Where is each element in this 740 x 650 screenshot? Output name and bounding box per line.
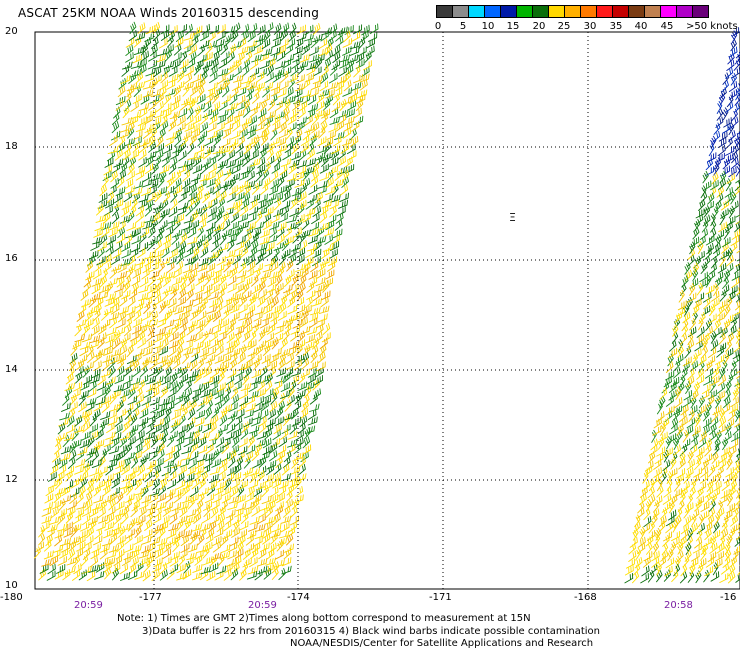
lat-label-16: 16 [5, 253, 18, 264]
colorbar-tick-label: 5 [459, 21, 467, 32]
colorbar-tick-label: 20 [532, 21, 546, 32]
colorbar-swatch [548, 5, 565, 18]
wind-barbs-east [705, 46, 740, 177]
note-line-2: 3)Data buffer is 22 hrs from 20160315 4)… [142, 626, 600, 637]
colorbar-swatch [452, 5, 469, 18]
wind-barbs-east [707, 30, 740, 178]
colorbar-swatch [484, 5, 501, 18]
lat-label-14: 14 [5, 364, 18, 375]
lon-label-171: -171 [429, 592, 452, 603]
wind-barbs-east [624, 282, 740, 584]
colorbar-swatch [580, 5, 597, 18]
lon-label-16: -16 [720, 592, 737, 603]
lon-label-180: -180 [0, 592, 23, 603]
colorbar-swatch [692, 5, 709, 18]
colorbar-swatch [596, 5, 613, 18]
wind-barbs-west [47, 22, 375, 498]
wind-barbs-west [33, 21, 372, 582]
lon-label-168: -168 [574, 592, 597, 603]
colorbar-swatch [676, 5, 693, 18]
wind-map-canvas [33, 21, 740, 590]
colorbar-swatch [628, 5, 645, 18]
colorbar-swatch [436, 5, 453, 18]
note-line-3: NOAA/NESDIS/Center for Satellite Applica… [290, 638, 594, 649]
island-marker: Ξ [509, 211, 516, 224]
wind-barbs-west [59, 21, 379, 470]
colorbar-tick-label: 15 [506, 21, 520, 32]
colorbar-swatch [644, 5, 661, 18]
pass-time-1: 20:59 [74, 600, 103, 611]
colorbar-swatch [516, 5, 533, 18]
colorbar-tick-label: 40 [634, 21, 648, 32]
pass-time-3: 20:58 [664, 600, 693, 611]
wind-barbs-west [43, 70, 368, 567]
wind-barbs-east [713, 27, 740, 176]
lon-label-177: -177 [139, 592, 162, 603]
colorbar-swatch [500, 5, 517, 18]
colorbar-swatch [532, 5, 549, 18]
colorbar-tick-label: 0 [434, 21, 442, 32]
pass-time-2: 20:59 [248, 600, 277, 611]
colorbar-tick-label: >50 knots [686, 21, 738, 32]
colorbar-swatch [660, 5, 677, 18]
colorbar-tick-label: 30 [583, 21, 597, 32]
lat-label-18: 18 [5, 141, 18, 152]
lat-label-10: 10 [5, 580, 18, 591]
wind-barbs-east [636, 283, 740, 569]
lat-label-12: 12 [5, 474, 18, 485]
colorbar-swatch [612, 5, 629, 18]
map-frame [34, 31, 740, 590]
colorbar-swatch [564, 5, 581, 18]
colorbar-tick-label: 35 [609, 21, 623, 32]
colorbar-swatch [468, 5, 485, 18]
map-title: ASCAT 25KM NOAA Winds 20160315 descendin… [18, 6, 320, 20]
lat-label-20: 20 [5, 26, 18, 37]
colorbar-tick-label: 25 [557, 21, 571, 32]
lon-label-174: -174 [287, 592, 310, 603]
wind-map-plot [33, 21, 740, 590]
note-line-1: Note: 1) Times are GMT 2)Times along bot… [117, 613, 531, 624]
wind-barbs-west [41, 259, 335, 567]
wind-barbs-east [624, 178, 740, 584]
colorbar-tick-label: 45 [660, 21, 674, 32]
colorbar-tick-label: 10 [481, 21, 495, 32]
wind-barbs-west [39, 23, 378, 581]
